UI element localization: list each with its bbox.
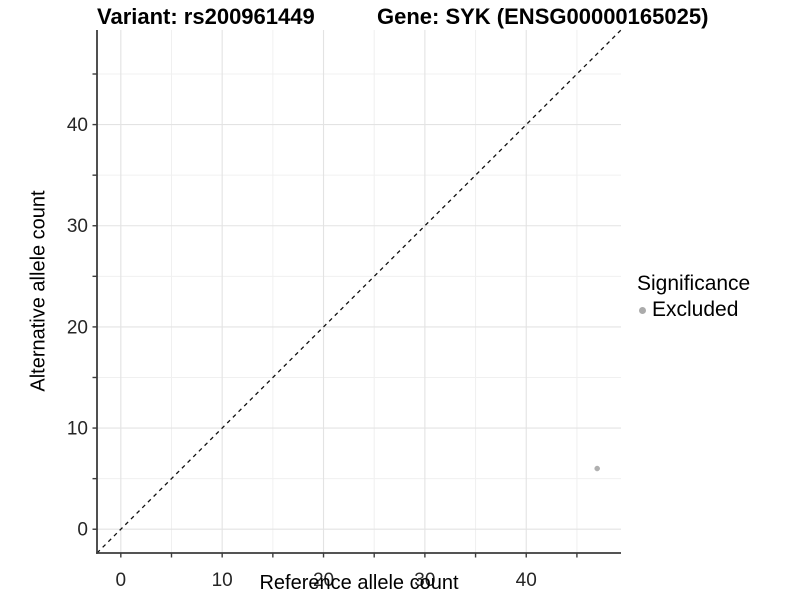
y-tick-label: 40 (67, 115, 88, 136)
legend: Significance Excluded (637, 271, 750, 322)
plot-title-gene: Gene: SYK (ENSG00000165025) (377, 4, 709, 29)
x-tick-label: 40 (516, 570, 537, 591)
legend-item-excluded: Excluded (637, 298, 750, 322)
x-tick-label: 0 (116, 570, 127, 591)
plot-title-variant: Variant: rs200961449 (97, 4, 315, 29)
x-tick-label: 20 (313, 570, 334, 591)
legend-title: Significance (637, 272, 751, 295)
legend-point-icon (639, 306, 646, 314)
legend-item-label: Excluded (652, 298, 739, 322)
x-tick-label: 30 (414, 570, 435, 591)
x-tick-label: 10 (212, 570, 233, 591)
y-tick-label: 30 (67, 216, 88, 237)
identity-dashed-line (96, 29, 622, 554)
y-tick-label: 0 (77, 520, 88, 541)
x-axis-title: Reference allele count (259, 572, 459, 594)
y-axis-title: Alternative allele count (27, 190, 50, 392)
data-point (594, 465, 600, 472)
y-tick-label: 10 (67, 419, 88, 440)
y-tick-label: 20 (67, 317, 88, 338)
